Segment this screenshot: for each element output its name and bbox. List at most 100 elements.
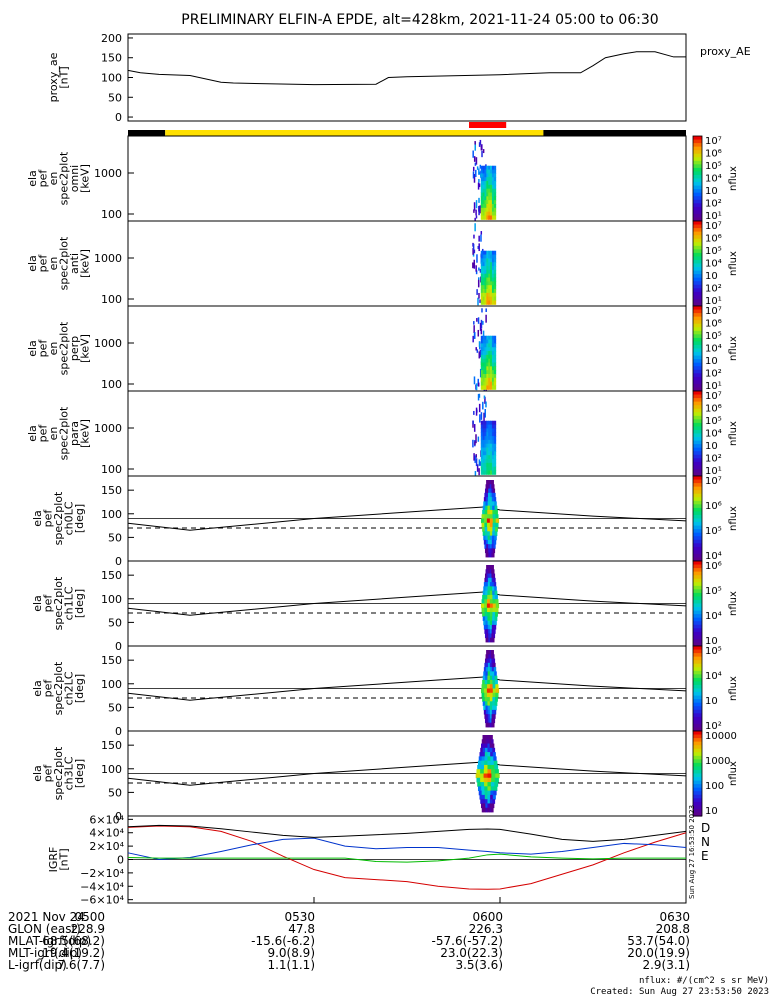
ytick-label: 0 (115, 725, 122, 738)
colorbar-band (693, 763, 702, 767)
spectrogram-pixel (478, 236, 480, 242)
spectrogram-pixel (478, 468, 480, 475)
pitch-angle-pixel (491, 774, 495, 779)
colorbar-band (693, 529, 702, 533)
science-zone-marker (469, 122, 506, 128)
colorbar-band (693, 731, 702, 735)
colorbar-label: nflux (728, 421, 739, 446)
colorbar-band (693, 271, 702, 275)
spectrogram-pixel (479, 404, 481, 412)
colorbar-band (693, 469, 702, 473)
pitch-angle-pixel (492, 676, 495, 681)
pitch-angle-pixel (485, 752, 488, 757)
spectrogram-pixel (473, 321, 475, 325)
panel-frame (128, 34, 686, 121)
spectrogram-pixel (481, 329, 483, 335)
colorbar-band (693, 221, 702, 225)
panel-igrf: IGRF[nT]6×10⁴4×10⁴2×10⁴0−2×10⁴−4×10⁴−6×1… (47, 805, 711, 907)
pitch-angle-pixel (494, 761, 498, 766)
pitch-angle-pixel (495, 599, 498, 604)
colorbar-label: nflux (728, 591, 739, 616)
colorbar-band (693, 657, 702, 661)
spectrogram-pixel (494, 463, 496, 467)
colorbar-tick: 10⁴ (705, 429, 722, 440)
colorbar-band (693, 547, 702, 551)
colorbar-tick: 10000 (705, 731, 737, 742)
pitch-angle-pixel (492, 650, 494, 655)
pitch-angle-pixel (487, 616, 490, 621)
pitch-angle-pixel (493, 544, 495, 549)
colorbar-band (693, 313, 702, 317)
colorbar-band (693, 720, 702, 724)
colorbar-band (693, 596, 702, 600)
pitch-angle-pixel (490, 684, 493, 689)
colorbar-band (693, 784, 702, 788)
colorbar-band (693, 391, 702, 395)
spectrogram-pixel (494, 467, 496, 471)
colorbar-band (693, 345, 702, 349)
colorbar-band (693, 214, 702, 218)
pitch-angle-pixel (482, 510, 485, 515)
pitch-angle-pixel (487, 604, 490, 609)
pitch-angle-pixel (490, 701, 493, 706)
pitch-angle-pixel (490, 510, 493, 515)
colorbar-band (693, 508, 702, 512)
pitch-angle-pixel (492, 480, 494, 485)
pitch-angle-pixel (482, 756, 485, 761)
pitch-angle-pixel (495, 510, 498, 515)
pitch-angle-pixel (493, 484, 495, 489)
colorbar-band (693, 671, 702, 675)
pitch-angle-pixel (487, 599, 490, 604)
spectrogram-pixel (494, 215, 496, 219)
pitch-angle-pixel (484, 608, 487, 613)
pitch-angle-pixel (487, 527, 490, 532)
pitch-angle-pixel (494, 540, 496, 545)
colorbar-band (693, 203, 702, 207)
ytick-label: −4×10⁴ (80, 880, 124, 893)
colorbar-band (693, 161, 702, 165)
pitch-angle-pixel (494, 671, 497, 676)
spectrogram-pixel (479, 205, 481, 213)
spectrogram-pixel (474, 141, 476, 144)
pitch-angle-pixel (492, 565, 494, 570)
spectrogram-pixel (478, 179, 480, 182)
colorbar-band (693, 543, 702, 547)
pitch-angle-pixel (493, 569, 495, 574)
spectrogram-pixel (473, 167, 475, 171)
pitch-angle-pixel (490, 697, 493, 702)
pitch-angle-pixel (495, 523, 498, 528)
colorbar-band (693, 646, 702, 650)
colorbar-tick: 10⁶ (705, 501, 722, 512)
pitch-angle-pixel (495, 514, 498, 519)
spectrogram-pixel (494, 208, 496, 212)
pitch-angle-pixel (492, 510, 495, 515)
colorbar-band (693, 334, 702, 338)
colorbar-band (693, 210, 702, 214)
colorbar-band (693, 310, 702, 314)
ylabel-line: [deg] (73, 674, 86, 703)
colorbar-tick: 10⁳ (705, 441, 718, 452)
colorbar-band (693, 377, 702, 381)
spectrogram-pixel (473, 453, 475, 460)
ytick-label: 100 (101, 593, 122, 606)
panel-pa_ch0: elapefspec2plotch0LC[deg]10⁷10⁶10⁵10⁴nfl… (31, 476, 739, 568)
panel-frame (128, 221, 686, 306)
pitch-angle-pixel (484, 778, 488, 783)
colorbar-band (693, 451, 702, 455)
colorbar-band (693, 260, 702, 264)
ylabel-line: [keV] (78, 334, 91, 363)
spectrogram-pixel (485, 401, 487, 407)
colorbar-band (693, 182, 702, 186)
colorbar-band (693, 143, 702, 147)
pitch-angle-pixel (490, 514, 493, 519)
colorbar-band (693, 774, 702, 778)
colorbar-band (693, 405, 702, 409)
spectrogram-pixel (476, 408, 478, 416)
colorbar-label: nflux (728, 251, 739, 276)
pitch-angle-pixel (490, 608, 493, 613)
colorbar-band (693, 140, 702, 144)
panel-pa_ch1: elapefspec2plotch1LC[deg]10⁶10⁵10⁴10⁳nfl… (31, 561, 739, 653)
colorbar-tick: 10⁵ (705, 416, 722, 427)
unit-note: nflux: #/(cm^2 s sr MeV) (639, 976, 769, 986)
colorbar-band (693, 745, 702, 749)
